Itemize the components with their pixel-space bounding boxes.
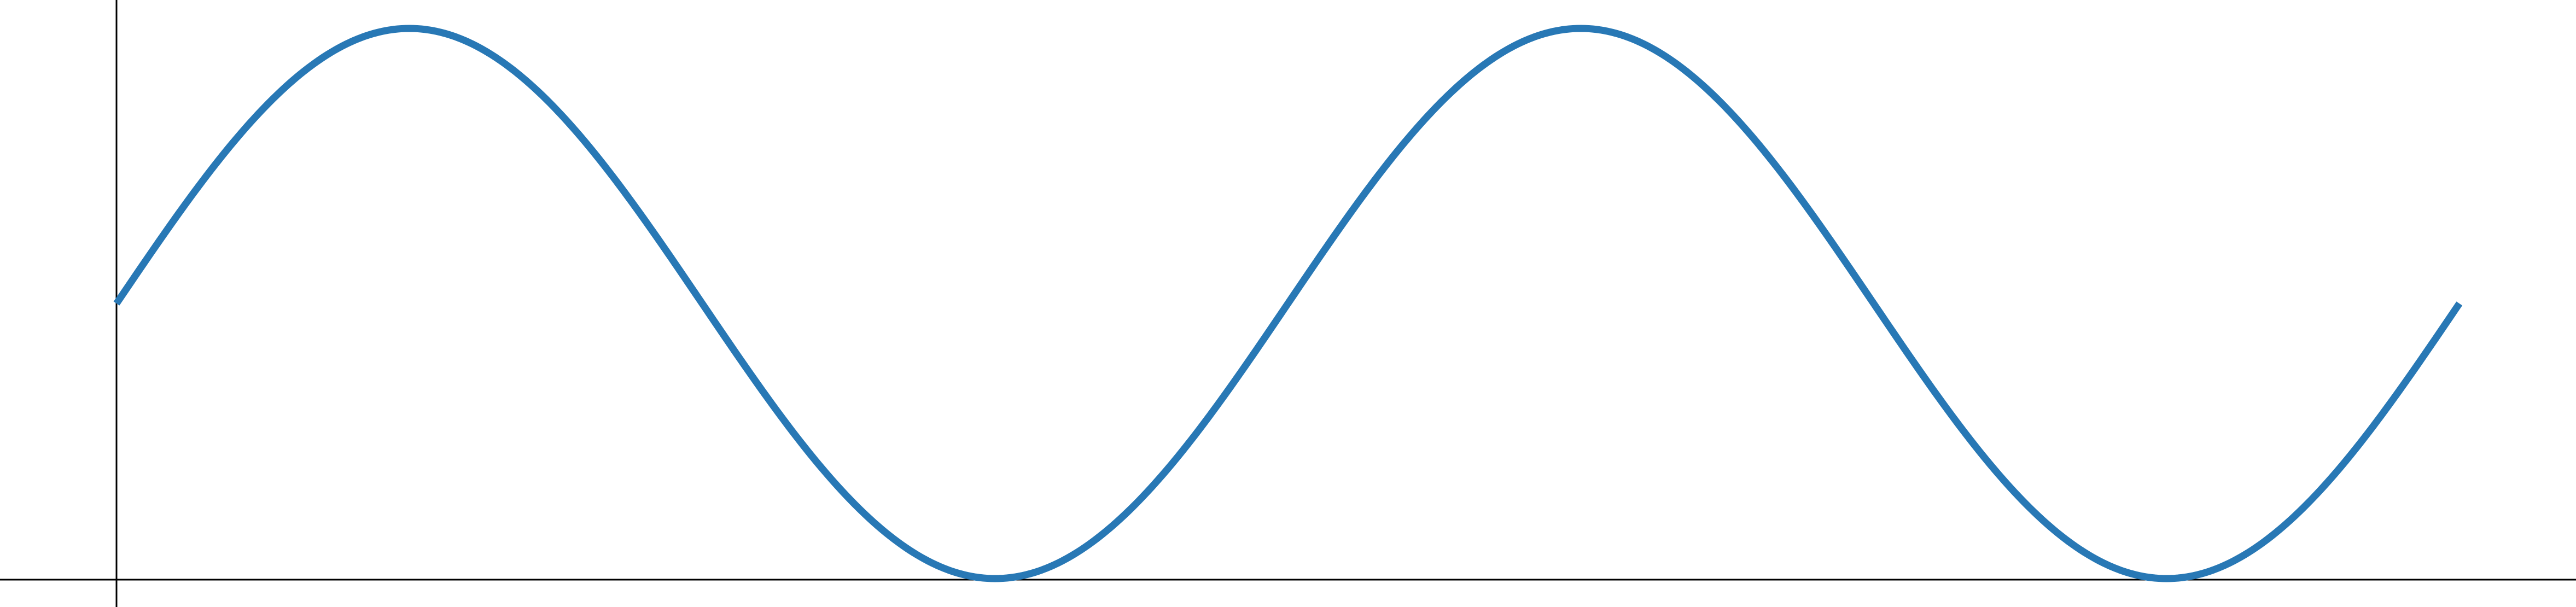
- series-line-0: [113, 25, 2463, 582]
- series-layer: [113, 25, 2463, 582]
